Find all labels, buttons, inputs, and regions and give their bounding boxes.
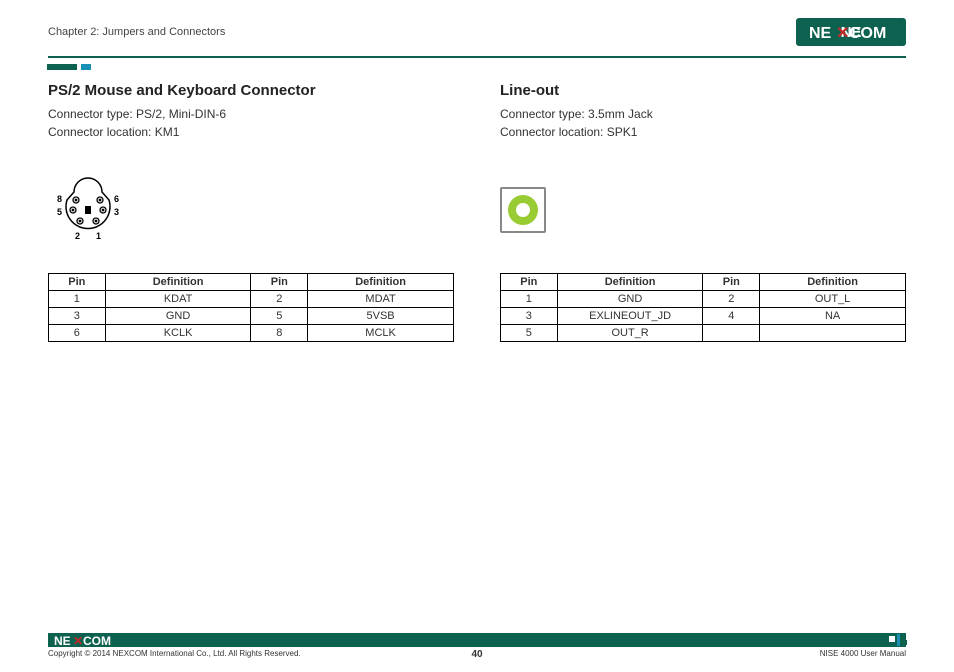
ps2-connector-icon: 8 6 5 3 2 1 [48,175,128,245]
cell: NA [760,308,906,325]
audio-jack-icon [500,187,546,233]
header-accent-bar-1 [47,64,77,70]
right-title: Line-out [500,82,906,99]
jack-diagram [500,165,906,255]
cell: 2 [251,291,308,308]
footer-decoration-icon [889,634,907,646]
cell: 5 [501,325,558,342]
th-pin: Pin [251,274,308,291]
cell: 6 [49,325,106,342]
svg-text:NE: NE [54,634,71,648]
cell: OUT_L [760,291,906,308]
cell: 8 [251,325,308,342]
cell: 3 [49,308,106,325]
left-connector-type: Connector type: PS/2, Mini-DIN-6 [48,105,454,123]
nexcom-logo-bottom: NE ✕ COM [52,629,126,651]
right-pin-table: Pin Definition Pin Definition 1 GND 2 OU… [500,273,906,342]
table-row: 3 GND 5 5VSB [49,308,454,325]
cell: GND [557,291,703,308]
th-def: Definition [105,274,251,291]
cell: 1 [501,291,558,308]
ps2-label-8: 8 [57,194,62,204]
footer-text-row: Copyright © 2014 NEXCOM International Co… [48,649,906,658]
svg-text:COM: COM [849,25,886,42]
right-connector-type: Connector type: 3.5mm Jack [500,105,906,123]
cell: 2 [703,291,760,308]
table-row: 1 GND 2 OUT_L [501,291,906,308]
th-def: Definition [308,274,454,291]
right-column: Line-out Connector type: 3.5mm Jack Conn… [500,82,906,342]
page-footer: NE ✕ COM Copyright © 2014 NEXCOM Interna… [0,633,954,672]
ps2-label-2: 2 [75,231,80,241]
cell: GND [105,308,251,325]
cell [703,325,760,342]
table-header-row: Pin Definition Pin Definition [49,274,454,291]
th-pin: Pin [703,274,760,291]
th-def: Definition [760,274,906,291]
cell: 1 [49,291,106,308]
right-connector-location: Connector location: SPK1 [500,123,906,141]
svg-text:✕: ✕ [73,634,83,648]
cell: 5 [251,308,308,325]
cell: OUT_R [557,325,703,342]
ps2-label-3: 3 [114,207,119,217]
th-def: Definition [557,274,703,291]
table-header-row: Pin Definition Pin Definition [501,274,906,291]
cell: MDAT [308,291,454,308]
th-pin: Pin [501,274,558,291]
table-row: 3 EXLINEOUT_JD 4 NA [501,308,906,325]
left-title: PS/2 Mouse and Keyboard Connector [48,82,454,99]
svg-text:✕: ✕ [836,25,849,42]
cell: KCLK [105,325,251,342]
th-pin: Pin [49,274,106,291]
nexcom-logo-top: NE NE ✕ COM [796,18,906,46]
svg-text:COM: COM [83,634,111,648]
page-header: Chapter 2: Jumpers and Connectors NE NE … [0,0,954,52]
jack-ring [508,195,538,225]
svg-text:NE: NE [809,25,832,42]
cell: 5VSB [308,308,454,325]
table-row: 6 KCLK 8 MCLK [49,325,454,342]
table-row: 1 KDAT 2 MDAT [49,291,454,308]
chapter-title: Chapter 2: Jumpers and Connectors [48,26,225,38]
cell: MCLK [308,325,454,342]
header-accent-bar-2 [81,64,91,70]
page-number: 40 [48,649,906,660]
ps2-diagram: 8 6 5 3 2 1 [48,165,454,255]
left-connector-location: Connector location: KM1 [48,123,454,141]
footer-bar: NE ✕ COM [48,633,906,647]
ps2-label-6: 6 [114,194,119,204]
content-area: PS/2 Mouse and Keyboard Connector Connec… [0,58,954,342]
table-row: 5 OUT_R [501,325,906,342]
cell: EXLINEOUT_JD [557,308,703,325]
ps2-label-5: 5 [57,207,62,217]
cell: KDAT [105,291,251,308]
left-column: PS/2 Mouse and Keyboard Connector Connec… [48,82,454,342]
cell: 4 [703,308,760,325]
cell: 3 [501,308,558,325]
cell [760,325,906,342]
header-rule [48,56,906,58]
left-pin-table: Pin Definition Pin Definition 1 KDAT 2 M… [48,273,454,342]
ps2-label-1: 1 [96,231,101,241]
